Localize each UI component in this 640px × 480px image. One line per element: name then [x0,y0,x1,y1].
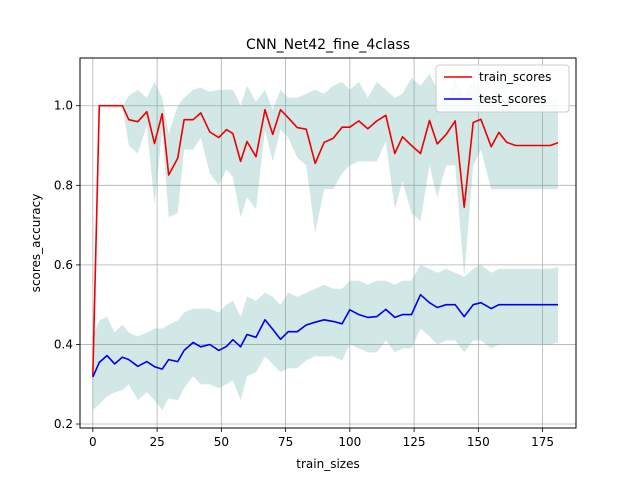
x-tick-label: 50 [214,435,229,449]
y-axis-ticks: 0.2 0.4 0.6 0.8 1.0 [54,99,80,431]
std-bands [92,73,559,411]
series-lines [92,104,559,378]
train_scores-line [92,104,559,377]
test_scores-std-band [92,264,559,411]
y-tick-label: 0.6 [54,258,73,272]
plot-area: 0 25 50 75 100 125 150 175 0.2 0.4 0.6 0.8 1.0 [54,57,577,449]
y-tick-label: 0.2 [54,417,73,431]
grid-lines [80,58,576,428]
x-tick-label: 175 [531,435,554,449]
axes-frame [79,57,577,429]
y-axis-label: scores_accuracy [29,194,43,293]
test_scores-line [92,293,558,378]
y-tick-label: 0.4 [54,337,73,351]
y-tick-label: 1.0 [54,99,73,113]
y-tick-label: 0.8 [54,178,73,192]
legend: train_scores test_scores [435,64,570,113]
x-tick-label: 100 [338,435,361,449]
chart-title: CNN_Net42_fine_4class [246,37,410,53]
train_scores-legend-label: train_scores [479,70,551,84]
x-tick-label: 125 [403,435,426,449]
x-tick-label: 0 [89,435,97,449]
x-axis-label: train_sizes [296,457,359,471]
test_scores-legend-label: test_scores [479,92,547,106]
x-tick-label: 150 [467,435,490,449]
x-axis-ticks: 0 25 50 75 100 125 150 175 [89,428,554,449]
train_scores-std-band [92,73,559,377]
x-tick-label: 75 [278,435,293,449]
x-tick-label: 25 [149,435,164,449]
